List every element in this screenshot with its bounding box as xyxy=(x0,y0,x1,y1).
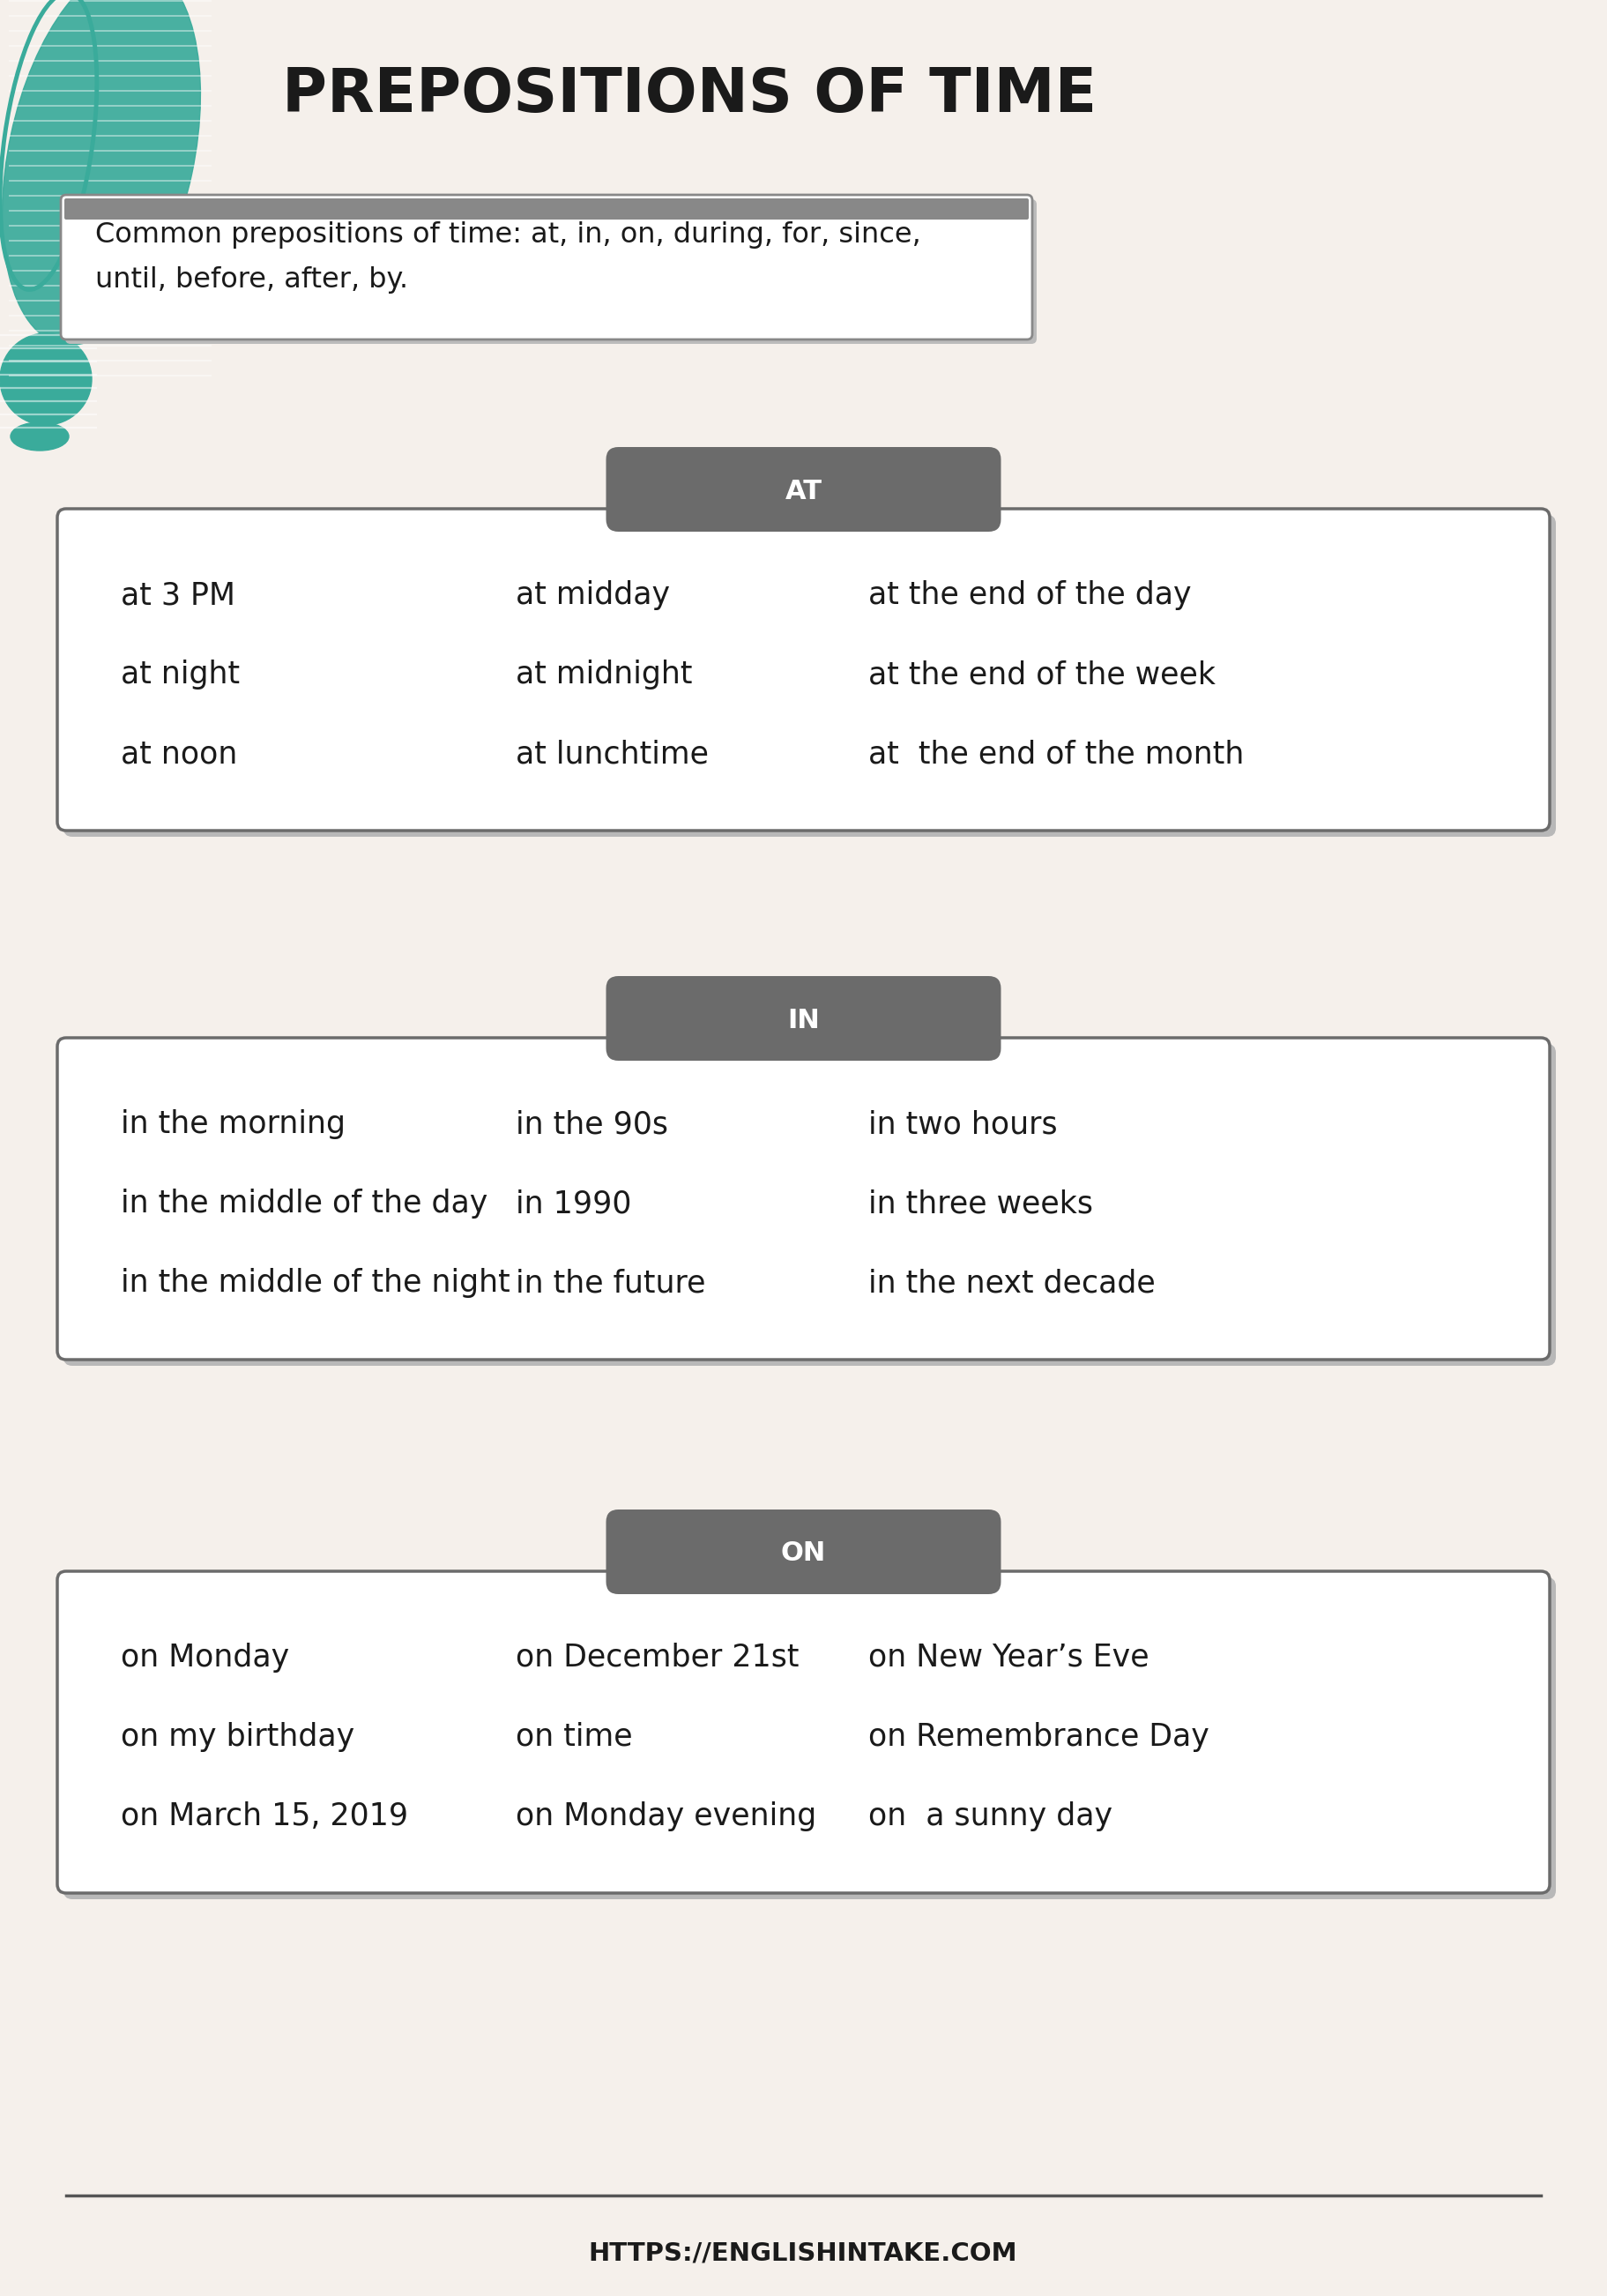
FancyBboxPatch shape xyxy=(606,1508,1001,1593)
FancyBboxPatch shape xyxy=(66,200,1037,344)
Text: in the next decade: in the next decade xyxy=(868,1267,1155,1297)
Text: in the middle of the night: in the middle of the night xyxy=(121,1267,509,1297)
Text: AT: AT xyxy=(784,478,823,503)
Text: on Remembrance Day: on Remembrance Day xyxy=(868,1722,1210,1752)
Text: PREPOSITIONS OF TIME: PREPOSITIONS OF TIME xyxy=(283,67,1096,124)
Text: on Monday: on Monday xyxy=(121,1642,289,1671)
Text: IN: IN xyxy=(787,1008,820,1033)
Text: Common prepositions of time: at, in, on, during, for, since,
until, before, afte: Common prepositions of time: at, in, on,… xyxy=(95,220,921,294)
Text: at lunchtime: at lunchtime xyxy=(516,739,709,769)
Text: in the 90s: in the 90s xyxy=(516,1109,669,1139)
Text: at the end of the week: at the end of the week xyxy=(868,659,1215,689)
Ellipse shape xyxy=(2,0,201,344)
Text: on New Year’s Eve: on New Year’s Eve xyxy=(868,1642,1149,1671)
Text: in 1990: in 1990 xyxy=(516,1189,632,1219)
FancyBboxPatch shape xyxy=(64,197,1028,220)
Text: in the morning: in the morning xyxy=(121,1109,346,1139)
Text: at noon: at noon xyxy=(121,739,238,769)
Text: at midnight: at midnight xyxy=(516,659,693,689)
Text: in three weeks: in three weeks xyxy=(868,1189,1093,1219)
FancyBboxPatch shape xyxy=(606,448,1001,533)
Text: on March 15, 2019: on March 15, 2019 xyxy=(121,1802,408,1832)
Text: ON: ON xyxy=(781,1541,826,1566)
FancyBboxPatch shape xyxy=(61,195,1032,340)
Text: in two hours: in two hours xyxy=(868,1109,1057,1139)
Text: at midday: at midday xyxy=(516,581,670,611)
Text: HTTPS://ENGLISHINTAKE.COM: HTTPS://ENGLISHINTAKE.COM xyxy=(588,2241,1017,2266)
Text: on Monday evening: on Monday evening xyxy=(516,1802,816,1832)
Text: on time: on time xyxy=(516,1722,633,1752)
Text: at night: at night xyxy=(121,659,239,689)
Text: on December 21st: on December 21st xyxy=(516,1642,799,1671)
Text: in the future: in the future xyxy=(516,1267,705,1297)
FancyBboxPatch shape xyxy=(606,976,1001,1061)
Ellipse shape xyxy=(11,422,69,450)
FancyBboxPatch shape xyxy=(58,510,1549,831)
Text: at  the end of the month: at the end of the month xyxy=(868,739,1244,769)
Text: on my birthday: on my birthday xyxy=(121,1722,355,1752)
FancyBboxPatch shape xyxy=(63,514,1556,836)
Circle shape xyxy=(0,333,92,425)
FancyBboxPatch shape xyxy=(63,1577,1556,1899)
Text: on  a sunny day: on a sunny day xyxy=(868,1802,1112,1832)
FancyBboxPatch shape xyxy=(58,1038,1549,1359)
Text: in the middle of the day: in the middle of the day xyxy=(121,1189,489,1219)
Text: at 3 PM: at 3 PM xyxy=(121,581,235,611)
FancyBboxPatch shape xyxy=(58,1570,1549,1894)
FancyBboxPatch shape xyxy=(63,1045,1556,1366)
Text: at the end of the day: at the end of the day xyxy=(868,581,1191,611)
